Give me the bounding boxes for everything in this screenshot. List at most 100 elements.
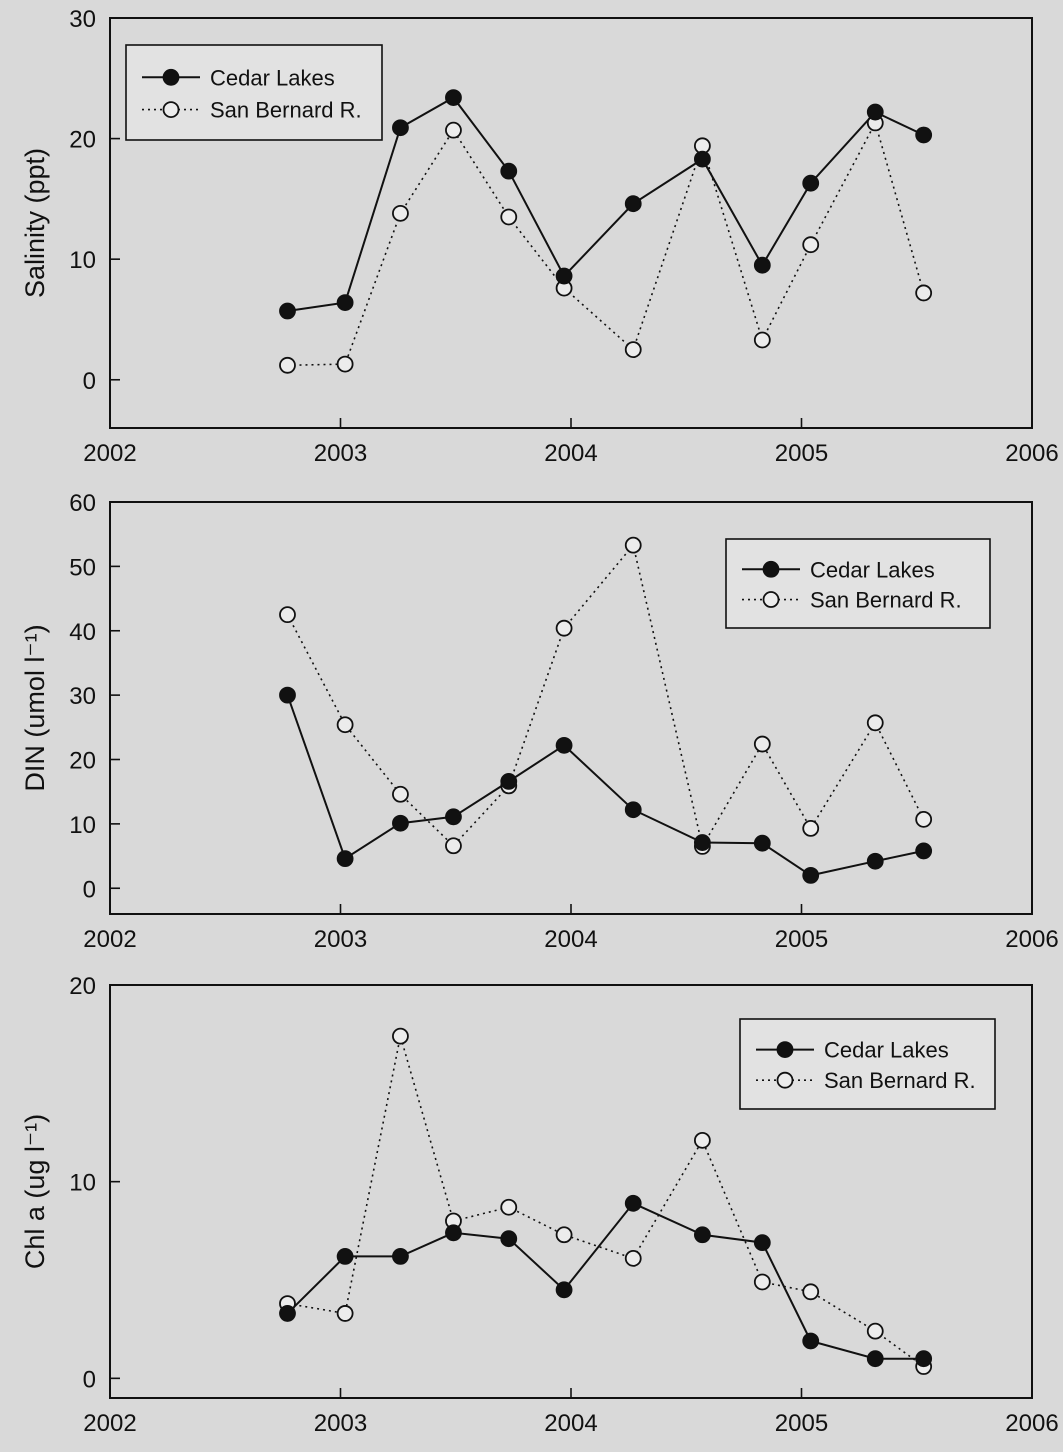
series-line-san-bernard (287, 120, 925, 367)
data-point-cedar-lakes (279, 686, 296, 704)
x-tick-label: 2002 (83, 440, 136, 467)
data-point-san-bernard (802, 1283, 820, 1301)
x-tick-label: 2005 (775, 440, 828, 467)
legend-marker (162, 68, 180, 86)
series-line-cedar-lakes (286, 1202, 924, 1360)
y-tick-label: 10 (69, 1170, 96, 1197)
data-point-cedar-lakes (693, 1226, 711, 1244)
y-tick-label: 20 (69, 973, 96, 1000)
x-tick-label: 2006 (1005, 440, 1058, 467)
y-tick-label: 40 (69, 619, 96, 646)
data-point-san-bernard (279, 356, 296, 374)
data-point-san-bernard (336, 716, 354, 734)
data-point-san-bernard (555, 619, 573, 637)
data-point-san-bernard (753, 1273, 771, 1291)
y-axis-title: Salinity (ppt) (20, 148, 50, 298)
y-axis-title: Chl a (ug l⁻¹) (20, 1114, 50, 1269)
legend-marker (762, 591, 780, 608)
data-point-san-bernard (624, 1249, 642, 1267)
data-point-cedar-lakes (624, 195, 642, 213)
x-tick-label: 2002 (83, 926, 136, 953)
data-point-cedar-lakes (866, 1350, 884, 1368)
x-tick-label: 2005 (775, 1410, 828, 1437)
data-point-san-bernard (500, 1198, 518, 1216)
data-point-san-bernard (693, 1131, 711, 1149)
data-point-cedar-lakes (555, 1281, 573, 1299)
chart-panel-3: 0 10 20 2002 2003 2004 2005 2006 Chl a (ug l⁻¹) C… (20, 973, 1059, 1437)
legend-marker (762, 560, 780, 578)
data-point-cedar-lakes (753, 256, 771, 274)
data-point-cedar-lakes (445, 1224, 462, 1242)
y-tick-label: 20 (69, 748, 96, 775)
data-point-cedar-lakes (802, 866, 820, 884)
data-point-san-bernard (392, 1027, 409, 1045)
x-tick-label: 2005 (775, 926, 828, 953)
data-point-san-bernard (624, 341, 642, 359)
legend-marker (776, 1041, 794, 1058)
series-line-cedar-lakes (286, 694, 924, 877)
data-point-cedar-lakes (336, 1248, 354, 1265)
data-point-cedar-lakes (445, 89, 462, 106)
legend-marker (776, 1071, 794, 1089)
data-point-cedar-lakes (500, 1230, 518, 1248)
data-point-san-bernard (753, 331, 771, 349)
legend-label: San Bernard R. (810, 588, 962, 613)
data-point-san-bernard (624, 536, 642, 554)
data-point-san-bernard (753, 735, 771, 753)
data-point-san-bernard (279, 606, 296, 624)
data-point-san-bernard (445, 121, 462, 139)
data-point-cedar-lakes (279, 302, 296, 320)
data-point-cedar-lakes (624, 1194, 642, 1212)
data-point-san-bernard (866, 714, 884, 732)
y-axis-title: DIN (umol l⁻¹) (20, 624, 50, 791)
data-point-cedar-lakes (802, 1332, 820, 1350)
data-point-cedar-lakes (915, 842, 933, 860)
data-point-san-bernard (915, 284, 933, 302)
data-point-cedar-lakes (802, 174, 820, 192)
x-tick-label: 2004 (544, 926, 597, 953)
data-point-san-bernard (915, 810, 933, 828)
data-point-san-bernard (802, 819, 820, 837)
data-point-cedar-lakes (915, 1350, 933, 1368)
data-point-cedar-lakes (753, 834, 771, 852)
data-point-san-bernard (392, 785, 409, 803)
data-point-san-bernard (500, 208, 518, 226)
data-point-cedar-lakes (392, 119, 409, 137)
data-point-cedar-lakes (915, 126, 933, 144)
legend: Cedar Lakes San Bernard R. (125, 44, 383, 141)
series-line-cedar-lakes (287, 96, 925, 312)
data-point-san-bernard (392, 204, 409, 222)
y-tick-label: 30 (69, 683, 96, 710)
y-tick-label: 10 (69, 247, 96, 274)
data-point-cedar-lakes (555, 736, 573, 754)
y-tick-label: 20 (69, 127, 96, 154)
x-tick-label: 2002 (83, 1410, 136, 1437)
x-tick-label: 2004 (544, 440, 597, 467)
data-point-cedar-lakes (693, 834, 711, 851)
y-tick-label: 50 (69, 554, 96, 581)
series-line-san-bernard (286, 543, 925, 849)
y-tick-label: 10 (69, 812, 96, 839)
legend: Cedar Lakes San Bernard R. (725, 538, 991, 629)
data-point-cedar-lakes (753, 1234, 771, 1252)
y-tick-label: 60 (69, 490, 96, 517)
data-point-san-bernard (866, 1322, 884, 1340)
chart-panel-2: 0 10 20 30 40 50 60 2002 2003 2004 2005 2006 DIN (um… (20, 490, 1059, 953)
legend-box (739, 1018, 996, 1110)
legend-label: San Bernard R. (210, 98, 362, 123)
legend-label: Cedar Lakes (810, 557, 935, 582)
y-tick-label: 0 (83, 1366, 96, 1393)
y-tick-label: 30 (69, 6, 96, 33)
series-line-san-bernard (287, 1035, 925, 1368)
legend-label: San Bernard R. (824, 1068, 976, 1093)
data-point-cedar-lakes (392, 1248, 409, 1265)
legend-marker (162, 101, 180, 118)
data-point-cedar-lakes (555, 267, 573, 285)
data-point-cedar-lakes (336, 294, 354, 311)
legend-label: Cedar Lakes (210, 65, 335, 90)
x-tick-label: 2003 (314, 1410, 367, 1437)
data-point-cedar-lakes (624, 801, 642, 819)
chart-panel-1: 0 10 20 30 2002 2003 2004 2005 2006 Salinity (ppt… (20, 6, 1059, 467)
legend-box (125, 44, 383, 141)
